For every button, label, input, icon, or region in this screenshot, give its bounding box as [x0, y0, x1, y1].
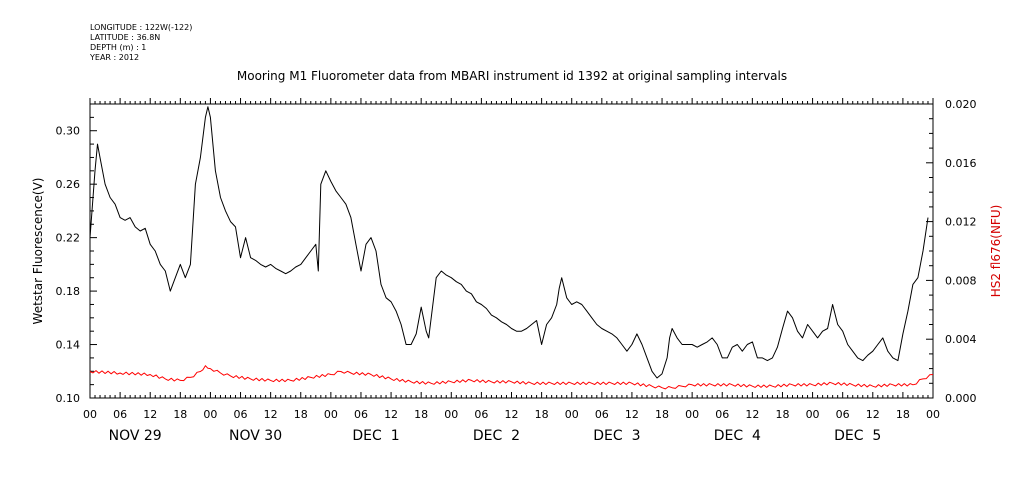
- x-day-label: DEC 5: [834, 428, 881, 444]
- x-tick-label: 00: [83, 408, 97, 421]
- x-tick-label: 06: [354, 408, 368, 421]
- x-day-label: NOV 29: [109, 428, 162, 444]
- y-right-tick-label: 0.020: [945, 98, 977, 111]
- x-tick-label: 06: [113, 408, 127, 421]
- x-tick-label: 00: [806, 408, 820, 421]
- x-tick-label: 12: [505, 408, 519, 421]
- x-tick-label: 18: [535, 408, 549, 421]
- y-left-tick-label: 0.18: [56, 285, 81, 298]
- x-tick-label: 12: [745, 408, 759, 421]
- x-day-label: NOV 30: [229, 428, 282, 444]
- x-tick-label: 00: [565, 408, 579, 421]
- meta-year: YEAR : 2012: [89, 53, 139, 62]
- x-tick-label: 12: [625, 408, 639, 421]
- y-left-tick-label: 0.14: [56, 339, 81, 352]
- x-tick-label: 18: [655, 408, 669, 421]
- plot-frame: [89, 103, 934, 399]
- y-right-axis-label: HS2 fl676(NFU): [989, 205, 1003, 298]
- x-tick-label: 00: [203, 408, 217, 421]
- x-tick-label: 12: [264, 408, 278, 421]
- x-tick-label: 00: [926, 408, 940, 421]
- y-left-axis: 0.10 0.14 0.18 0.22 0.26 0.30: [56, 103, 97, 405]
- x-tick-label: 00: [685, 408, 699, 421]
- x-tick-label: 18: [414, 408, 428, 421]
- y-right-tick-label: 0.008: [945, 274, 977, 287]
- y-left-axis-label: Wetstar Fluorescence(V): [31, 178, 45, 325]
- y-left-tick-label: 0.26: [56, 178, 81, 191]
- x-day-label: DEC 1: [352, 428, 399, 444]
- y-right-tick-label: 0.012: [945, 216, 977, 229]
- y-right-tick-label: 0.004: [945, 333, 977, 346]
- x-day-label: DEC 4: [714, 428, 761, 444]
- x-day-label: DEC 2: [473, 428, 520, 444]
- x-tick-label: 06: [715, 408, 729, 421]
- y-left-tick-label: 0.10: [56, 392, 81, 405]
- series-line-wetstar-fluorescence: [89, 106, 929, 379]
- x-day-label: DEC 3: [593, 428, 640, 444]
- meta-latitude: LATITUDE : 36.8N: [90, 33, 160, 42]
- y-right-tick-label: 0.000: [945, 392, 977, 405]
- x-tick-label: 06: [595, 408, 609, 421]
- y-right-tick-label: 0.016: [945, 157, 977, 170]
- x-tick-label: 18: [173, 408, 187, 421]
- series-line-hs2-fl676: [89, 365, 934, 390]
- x-axis: 00 06 12 18 00 06 12 18 00 06 12 18 00 06 12 18 00 06 12 18…: [83, 98, 940, 444]
- x-tick-label: 00: [444, 408, 458, 421]
- x-tick-label: 18: [294, 408, 308, 421]
- x-tick-label: 06: [234, 408, 248, 421]
- series-group: [89, 106, 934, 390]
- chart-title: Mooring M1 Fluorometer data from MBARI i…: [237, 69, 787, 83]
- x-tick-label: 18: [896, 408, 910, 421]
- y-left-tick-label: 0.22: [56, 232, 81, 245]
- x-tick-label: 12: [143, 408, 157, 421]
- x-tick-label: 00: [324, 408, 338, 421]
- x-tick-label: 06: [474, 408, 488, 421]
- meta-depth: DEPTH (m) : 1: [90, 43, 146, 52]
- meta-longitude: LONGITUDE : 122W(-122): [90, 23, 192, 32]
- x-tick-label: 18: [775, 408, 789, 421]
- metadata-block: LONGITUDE : 122W(-122) LATITUDE : 36.8N …: [89, 23, 192, 62]
- x-tick-label: 06: [836, 408, 850, 421]
- x-tick-label: 12: [866, 408, 880, 421]
- y-right-axis: 0.000 0.004 0.008 0.012 0.016 0.020: [926, 98, 977, 405]
- y-left-tick-label: 0.30: [56, 125, 81, 138]
- x-tick-label: 12: [384, 408, 398, 421]
